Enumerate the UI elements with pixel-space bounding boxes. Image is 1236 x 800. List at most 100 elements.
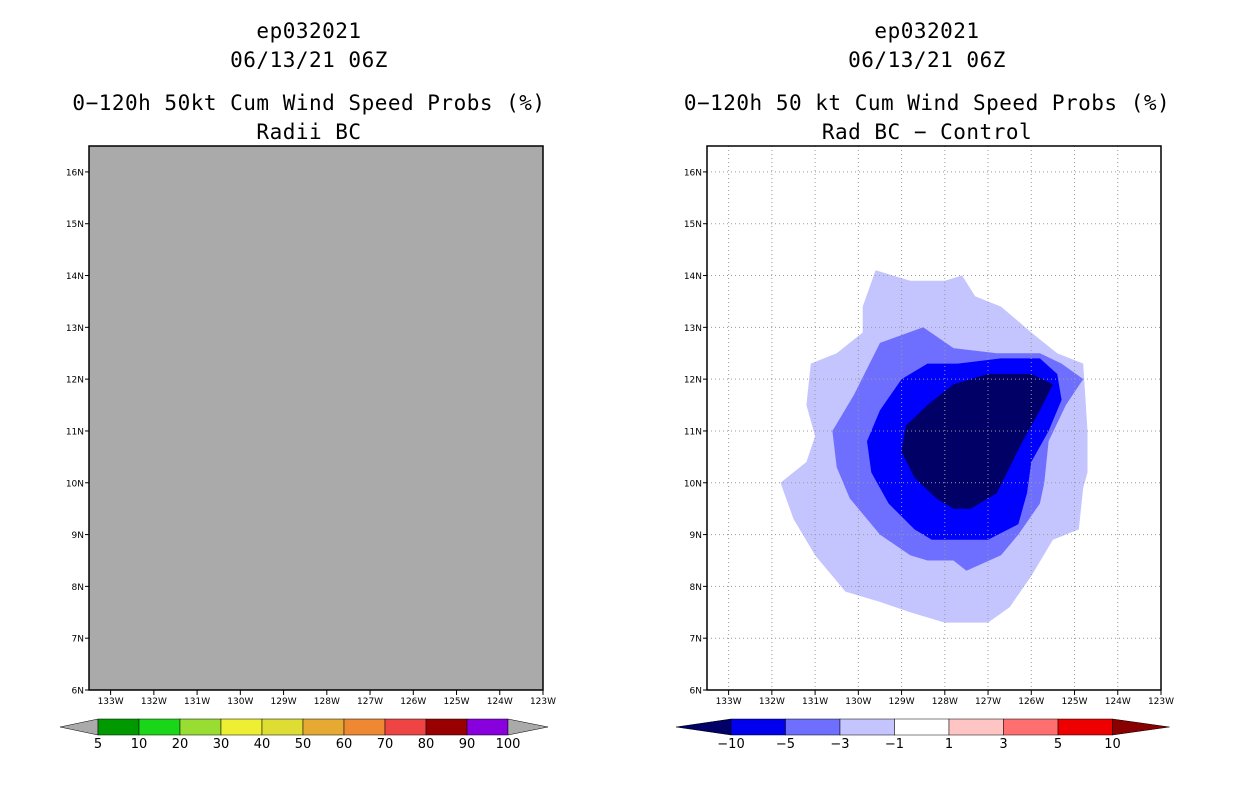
colorbar-label: 30 xyxy=(213,737,230,752)
x-tick-label: 131W xyxy=(802,697,828,707)
colorbar-arrow-low xyxy=(675,718,732,736)
y-tick-label: 10N xyxy=(66,479,84,489)
colorbar-label: 50 xyxy=(295,737,312,752)
plot-frame xyxy=(706,145,1162,691)
x-tick-label: 133W xyxy=(716,697,742,707)
y-tick-label: 7N xyxy=(72,635,84,645)
y-tick-label: 12N xyxy=(66,376,84,386)
colorbar-arrow-high xyxy=(1112,718,1170,736)
colorbar-swatch xyxy=(261,718,304,736)
right-chart-panel: ep032021 06/13/21 06Z 0−120h 50 kt Cum W… xyxy=(618,0,1236,800)
chart-subtitle: Radii BC xyxy=(256,120,362,144)
y-tick-label: 13N xyxy=(66,324,84,334)
colorbar-label: 10 xyxy=(1104,737,1121,752)
y-tick-label: 7N xyxy=(690,635,702,645)
colorbar-swatch xyxy=(384,718,427,736)
colorbar-label: 60 xyxy=(336,737,353,752)
x-tick-label: 123W xyxy=(1148,697,1174,707)
y-tick-label: 9N xyxy=(72,531,84,541)
plot-frame xyxy=(88,145,544,691)
colorbar-label: −10 xyxy=(717,737,744,752)
x-tick-label: 123W xyxy=(530,697,556,707)
colorbar-label: 80 xyxy=(418,737,435,752)
y-tick-label: 16N xyxy=(66,168,84,178)
x-tick-label: 130W xyxy=(227,697,253,707)
x-tick-label: 128W xyxy=(314,697,340,707)
y-tick-label: 6N xyxy=(690,687,702,697)
colorbar-swatch xyxy=(839,718,895,736)
colorbar-label: −5 xyxy=(776,737,795,752)
colorbar-swatch xyxy=(1057,718,1113,736)
colorbar-label: 1 xyxy=(945,737,953,752)
colorbar-label: 3 xyxy=(999,737,1007,752)
y-tick-label: 16N xyxy=(684,168,702,178)
colorbar-swatch xyxy=(138,718,181,736)
x-tick-label: 129W xyxy=(271,697,297,707)
colorbar-swatch xyxy=(785,718,841,736)
chart-datetime: 06/13/21 06Z xyxy=(230,48,388,72)
x-tick-label: 127W xyxy=(357,697,383,707)
colorbar-swatch xyxy=(948,718,1004,736)
chart-datetime: 06/13/21 06Z xyxy=(848,48,1006,72)
colorbar-label: 70 xyxy=(377,737,394,752)
colorbar-arrow-low xyxy=(59,718,99,736)
chart-subtitle: Rad BC − Control xyxy=(821,120,1033,144)
colorbar-swatch xyxy=(179,718,222,736)
colorbar-label: 20 xyxy=(172,737,189,752)
y-tick-label: 10N xyxy=(684,479,702,489)
colorbar-label: 90 xyxy=(459,737,476,752)
y-tick-label: 11N xyxy=(66,427,84,437)
left-chart-svg: 133W 132W 131W 130W 129W 128W 127W 126W 125W 124W… xyxy=(59,145,556,752)
y-tick-label: 15N xyxy=(66,220,84,230)
colorbar-arrow-high xyxy=(507,718,549,736)
colorbar-label: 10 xyxy=(131,737,148,752)
colorbar-swatch xyxy=(894,718,950,736)
colorbar-swatch xyxy=(730,718,786,736)
colorbar-label: 40 xyxy=(254,737,271,752)
colorbar-label: −3 xyxy=(830,737,849,752)
colorbar-swatch xyxy=(302,718,345,736)
x-tick-label: 124W xyxy=(487,697,513,707)
colorbar-label: 5 xyxy=(94,737,102,752)
x-tick-label: 127W xyxy=(975,697,1001,707)
y-tick-label: 12N xyxy=(684,376,702,386)
x-tick-label: 125W xyxy=(443,697,469,707)
y-tick-label: 8N xyxy=(72,583,84,593)
x-tick-label: 124W xyxy=(1105,697,1131,707)
colorbar-swatch xyxy=(343,718,386,736)
colorbar-swatch xyxy=(466,718,509,736)
y-tick-label: 8N xyxy=(690,583,702,593)
y-tick-label: 15N xyxy=(684,220,702,230)
x-tick-label: 132W xyxy=(759,697,785,707)
y-tick-label: 9N xyxy=(690,531,702,541)
right-chart-svg: 133W 132W 131W 130W 129W 128W 127W 126W 125W 124W… xyxy=(675,145,1174,752)
x-tick-label: 126W xyxy=(1018,697,1044,707)
x-tick-label: 129W xyxy=(889,697,915,707)
colorbar-label: 5 xyxy=(1054,737,1062,752)
x-tick-label: 130W xyxy=(845,697,871,707)
chart-title: 0−120h 50kt Cum Wind Speed Probs (%) xyxy=(72,91,546,115)
storm-id: ep032021 xyxy=(874,19,980,43)
colorbar-label: 100 xyxy=(496,737,521,752)
y-tick-label: 13N xyxy=(684,324,702,334)
y-tick-label: 6N xyxy=(72,687,84,697)
x-tick-label: 128W xyxy=(932,697,958,707)
left-chart-panel: ep032021 06/13/21 06Z 0−120h 50kt Cum Wi… xyxy=(59,19,556,752)
y-tick-label: 14N xyxy=(684,272,702,282)
colorbar-swatch xyxy=(1003,718,1059,736)
colorbar-swatch xyxy=(425,718,468,736)
chart-title: 0−120h 50 kt Cum Wind Speed Probs (%) xyxy=(683,91,1171,115)
contour-region xyxy=(901,374,1053,509)
x-tick-label: 133W xyxy=(98,697,124,707)
storm-id: ep032021 xyxy=(256,19,362,43)
x-tick-label: 132W xyxy=(141,697,167,707)
y-tick-label: 14N xyxy=(66,272,84,282)
colorbar-label: −1 xyxy=(885,737,904,752)
x-tick-label: 126W xyxy=(400,697,426,707)
y-tick-label: 11N xyxy=(684,427,702,437)
x-tick-label: 131W xyxy=(184,697,210,707)
x-tick-label: 125W xyxy=(1061,697,1087,707)
plot-area xyxy=(89,146,543,690)
colorbar-swatch xyxy=(97,718,140,736)
colorbar-swatch xyxy=(220,718,263,736)
